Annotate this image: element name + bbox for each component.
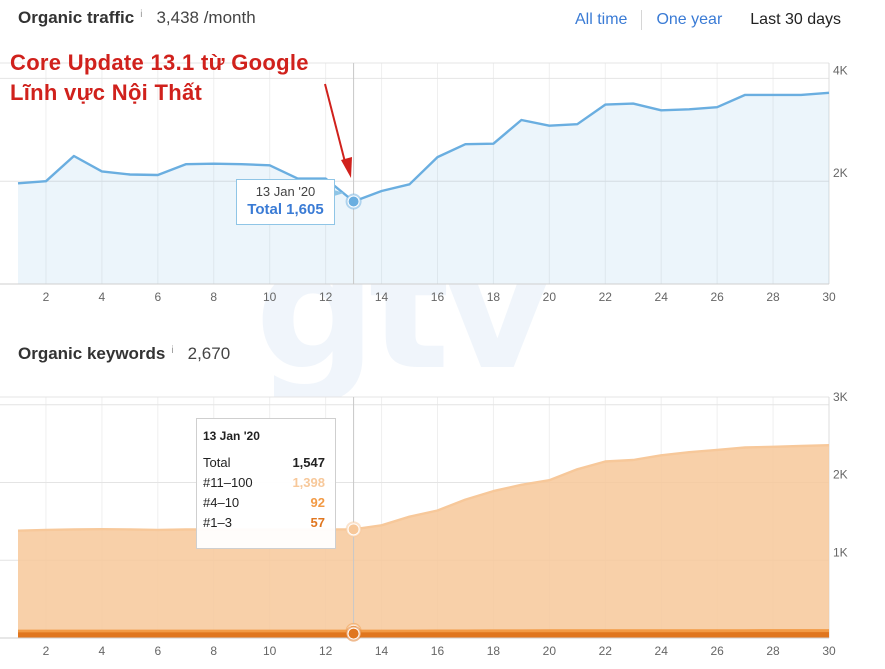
traffic-x-tick-label: 12 bbox=[319, 290, 333, 304]
traffic-x-tick-label: 4 bbox=[99, 290, 106, 304]
tooltip-row-label: #4–10 bbox=[203, 495, 240, 510]
traffic-x-tick-label: 24 bbox=[655, 290, 669, 304]
traffic-y-tick-label: 2K bbox=[833, 166, 848, 180]
keywords-x-tick-label: 10 bbox=[263, 644, 277, 658]
traffic-tooltip-total: Total 1,605 bbox=[247, 201, 324, 218]
keywords-series-line bbox=[17, 444, 830, 532]
traffic-series-line bbox=[17, 91, 830, 203]
keywords-x-tick-label: 26 bbox=[710, 644, 724, 658]
keywords-tooltip-date: 13 Jan '20 bbox=[203, 429, 260, 443]
keywords-series-line bbox=[18, 629, 829, 632]
keywords-y-tick-label: 1K bbox=[833, 545, 848, 559]
tooltip-row-value: 92 bbox=[310, 495, 325, 510]
keywords-value: 2,670 bbox=[187, 344, 231, 363]
range-tabs: All time One year Last 30 days bbox=[561, 10, 855, 30]
tooltip-row-value: 1,547 bbox=[292, 455, 325, 470]
tooltip-row-1-3: #1–3 57 bbox=[203, 515, 325, 535]
annotation-arrowhead bbox=[341, 157, 352, 178]
annotation-text: Core Update 13.1 từ Google Lĩnh vực Nội … bbox=[10, 48, 309, 108]
traffic-highlight-point bbox=[348, 196, 359, 207]
keywords-y-tick-label: 2K bbox=[833, 468, 848, 482]
traffic-title: Organic traffic bbox=[18, 8, 135, 27]
keywords-x-tick-label: 22 bbox=[599, 644, 613, 658]
keywords-x-tick-label: 6 bbox=[154, 644, 161, 658]
traffic-x-tick-label: 16 bbox=[431, 290, 445, 304]
keywords-header: Organic keywords i 2,670 bbox=[18, 344, 230, 364]
keywords-x-tick-label: 18 bbox=[487, 644, 501, 658]
keywords-series-area bbox=[18, 445, 829, 638]
keywords-x-tick-label: 24 bbox=[655, 644, 669, 658]
traffic-y-tick-label: 4K bbox=[833, 63, 848, 77]
tooltip-row-4-10: #4–10 92 bbox=[203, 495, 325, 515]
tab-divider bbox=[641, 10, 643, 30]
traffic-info-icon[interactable]: i bbox=[140, 9, 143, 20]
keywords-x-tick-label: 20 bbox=[543, 644, 557, 658]
keywords-x-tick-label: 28 bbox=[766, 644, 780, 658]
annotation-arrow bbox=[324, 83, 346, 163]
keywords-x-tick-label: 14 bbox=[375, 644, 389, 658]
annotation-line-2: Lĩnh vực Nội Thất bbox=[10, 80, 203, 105]
tooltip-row-value: 1,398 bbox=[292, 475, 325, 490]
keywords-x-tick-label: 4 bbox=[99, 644, 106, 658]
traffic-x-tick-label: 10 bbox=[263, 290, 277, 304]
keywords-tooltip: 13 Jan '20 Total 1,547 #11–100 1,398 #4–… bbox=[196, 418, 336, 549]
keywords-info-icon[interactable]: i bbox=[171, 345, 174, 356]
keywords-x-tick-label: 2 bbox=[43, 644, 50, 658]
tooltip-row-label: #1–3 bbox=[203, 515, 232, 530]
traffic-x-tick-label: 20 bbox=[543, 290, 557, 304]
traffic-x-tick-label: 28 bbox=[766, 290, 780, 304]
keywords-title: Organic keywords bbox=[18, 344, 166, 363]
traffic-x-tick-label: 6 bbox=[154, 290, 161, 304]
tooltip-row-label: Total bbox=[203, 455, 231, 470]
traffic-x-tick-label: 2 bbox=[43, 290, 50, 304]
tooltip-row-value: 57 bbox=[310, 515, 325, 530]
keywords-y-tick-label: 3K bbox=[833, 390, 848, 404]
traffic-x-tick-label: 14 bbox=[375, 290, 389, 304]
keywords-x-tick-label: 8 bbox=[210, 644, 217, 658]
traffic-series-area bbox=[18, 92, 829, 284]
traffic-x-tick-label: 18 bbox=[487, 290, 501, 304]
traffic-value: 3,438 /month bbox=[156, 8, 256, 27]
traffic-tooltip-pointer bbox=[334, 190, 344, 196]
keywords-x-tick-label: 16 bbox=[431, 644, 445, 658]
tooltip-row-11-100: #11–100 1,398 bbox=[203, 475, 325, 495]
keywords-highlight-point bbox=[348, 628, 359, 639]
traffic-tooltip-date: 13 Jan '20 bbox=[255, 184, 316, 199]
traffic-x-tick-label: 30 bbox=[822, 290, 836, 304]
tab-one-year[interactable]: One year bbox=[656, 11, 723, 28]
keywords-x-tick-label: 12 bbox=[319, 644, 333, 658]
tooltip-row-label: #11–100 bbox=[203, 475, 253, 490]
annotation-line-1: Core Update 13.1 từ Google bbox=[10, 50, 309, 75]
tooltip-row-total: Total 1,547 bbox=[203, 455, 325, 475]
traffic-x-tick-label: 8 bbox=[210, 290, 217, 304]
traffic-x-tick-label: 26 bbox=[710, 290, 724, 304]
traffic-x-tick-label: 22 bbox=[599, 290, 613, 304]
tab-last-30-days[interactable]: Last 30 days bbox=[750, 11, 841, 28]
traffic-header: Organic traffic i 3,438 /month bbox=[18, 8, 256, 28]
traffic-tooltip: 13 Jan '20 Total 1,605 bbox=[236, 179, 335, 225]
tab-all-time[interactable]: All time bbox=[575, 11, 628, 28]
keywords-highlight-point bbox=[348, 524, 359, 535]
keywords-x-tick-label: 30 bbox=[822, 644, 836, 658]
